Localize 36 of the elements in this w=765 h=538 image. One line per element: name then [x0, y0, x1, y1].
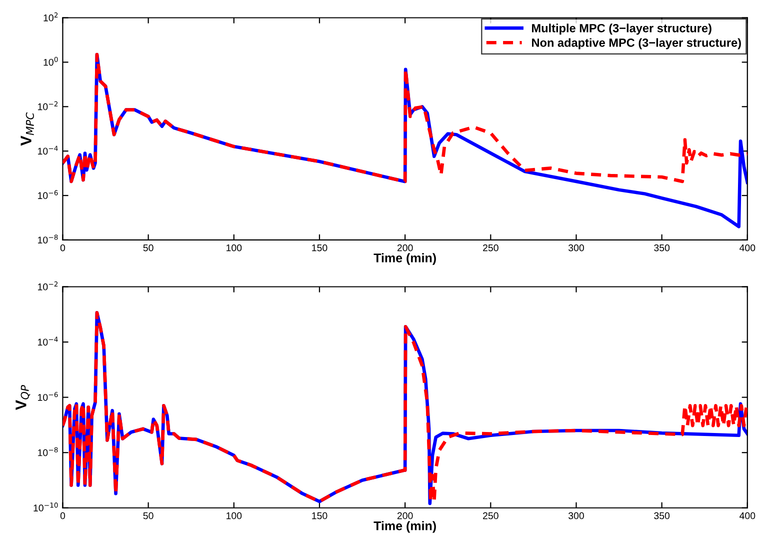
y-tick-label: 10$^{−6}$	[38, 392, 58, 401]
y-tick-label: 10$^{−6}$	[38, 190, 58, 200]
y-tick-label: 10$^{0}$	[44, 56, 58, 66]
x-tick-label: 350	[654, 244, 670, 252]
y-axis-title: V$_{QP}$	[16, 384, 30, 410]
x-tick-label: 300	[568, 512, 584, 520]
x-tick-label: 50	[143, 512, 154, 520]
x-axis-title: Time (min)	[374, 253, 436, 265]
y-tick-label: 10$^{−4}$	[38, 336, 58, 346]
x-axis-title: Time (min)	[374, 521, 436, 533]
legend-label: Multiple MPC (3−layer structure)	[532, 24, 712, 35]
x-tick-label: 200	[397, 244, 413, 252]
x-tick-label: 300	[568, 244, 584, 252]
y-tick-label: 10$^{−8}$	[38, 447, 58, 456]
x-tick-label: 400	[740, 244, 756, 252]
x-tick-label: 100	[226, 512, 242, 520]
x-tick-label: 150	[312, 244, 328, 252]
x-tick-label: 200	[397, 512, 413, 520]
y-tick-label: 10$^{2}$	[44, 12, 58, 22]
x-tick-label: 0	[60, 512, 66, 520]
x-tick-label: 350	[654, 512, 670, 520]
x-tick-label: 250	[483, 512, 498, 520]
y-tick-label: 10$^{−10}$	[34, 502, 58, 512]
x-tick-label: 50	[143, 244, 154, 252]
legend-label: Non adaptive MPC (3−layer structure)	[532, 38, 741, 50]
x-tick-label: 150	[312, 512, 328, 520]
x-tick-label: 100	[226, 244, 242, 252]
x-tick-label: 250	[483, 244, 498, 252]
x-tick-label: 400	[740, 512, 756, 520]
x-tick-label: 0	[60, 244, 66, 252]
y-axis-title: V$_{MPC}$	[20, 112, 34, 146]
y-tick-label: 10$^{−2}$	[38, 281, 58, 290]
y-tick-label: 10$^{−4}$	[38, 146, 58, 155]
y-tick-label: 10$^{−2}$	[38, 101, 58, 110]
y-tick-label: 10$^{−8}$	[38, 234, 58, 244]
line-series	[62, 52, 748, 184]
